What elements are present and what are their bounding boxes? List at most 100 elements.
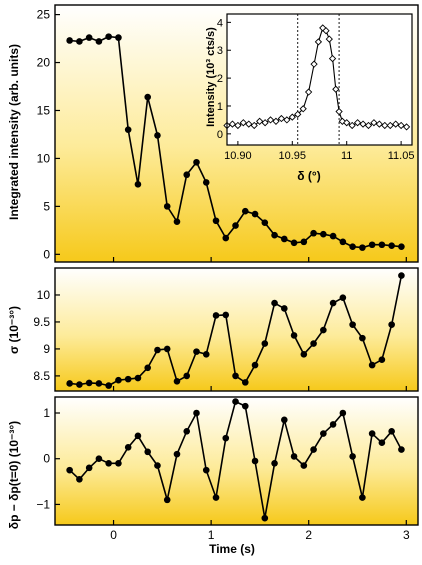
inset-ytick-label-3: 3 — [217, 45, 223, 57]
inset-point — [370, 119, 378, 127]
inset-ytick-label-1: 1 — [217, 101, 223, 113]
peak-shift-point — [212, 494, 220, 501]
sigma-point — [310, 340, 317, 347]
intensity-point — [105, 33, 112, 40]
peak-shift-panel: −1 0 1 0 1 2 3 — [36, 396, 419, 542]
peak-shift-point — [85, 464, 93, 472]
intensity-point — [329, 232, 337, 240]
sigma-point — [124, 375, 132, 383]
sigma-point — [378, 356, 386, 364]
peak-shift-point — [378, 439, 386, 447]
inset-point — [325, 35, 333, 43]
inset-point — [359, 120, 367, 128]
intensity-point — [310, 229, 317, 237]
intensity-ytick-label-0: 0 — [43, 247, 50, 261]
sigma-point — [251, 361, 259, 369]
peak-shift-ytick-label-1: 0 — [43, 452, 50, 466]
sigma-point — [76, 381, 83, 388]
sigma-point — [202, 351, 210, 358]
sigma-point — [300, 351, 308, 358]
inset-point — [402, 123, 411, 131]
peak-shift-point — [320, 430, 327, 437]
inset-y-axis-title: Intensity (10³ cts/s) — [205, 27, 217, 127]
inset-panel: 0 1 2 3 4 10.90 10.95 11 11.05 — [217, 13, 415, 162]
sigma-ytick-label-1: 9 — [43, 342, 50, 356]
peak-shift-point — [163, 496, 171, 504]
inset-point — [266, 116, 275, 124]
intensity-point — [232, 222, 239, 229]
intensity-point — [154, 132, 161, 139]
peak-shift-point — [368, 430, 376, 437]
intensity-point — [261, 219, 269, 226]
intensity-point — [183, 171, 191, 179]
sigma-point — [154, 346, 161, 354]
sigma-point — [134, 374, 142, 382]
inset-point — [288, 113, 296, 121]
intensity-point — [300, 238, 308, 246]
intensity-point — [95, 38, 103, 45]
intensity-ytick-label-4: 20 — [37, 56, 51, 70]
peak-shift-point — [388, 427, 395, 435]
peak-shift-point — [241, 402, 249, 410]
inset-xtick-label-1: 10.95 — [279, 150, 307, 162]
peak-shift-ytick-label-0: −1 — [36, 497, 50, 511]
intensity-ytick-label-1: 5 — [43, 199, 50, 213]
inset-point — [245, 120, 253, 128]
inset-point — [314, 38, 323, 46]
peak-shift-point — [339, 409, 347, 417]
inset-point — [332, 85, 340, 93]
inset-point — [392, 120, 400, 128]
inset-point — [228, 120, 237, 128]
sigma-point — [212, 312, 220, 319]
inset-x-axis-title: δ (°) — [297, 169, 320, 183]
peak-shift-point — [261, 514, 269, 522]
intensity-point — [193, 158, 200, 166]
intensity-point — [359, 244, 366, 251]
peak-shift-point — [66, 466, 73, 474]
intensity-point — [115, 34, 122, 41]
peak-shift-point — [232, 398, 239, 405]
inset-point — [234, 121, 242, 130]
intensity-point — [271, 231, 278, 239]
sigma-point — [115, 376, 122, 384]
peak-shift-point — [359, 494, 366, 501]
intensity-ytick-label-5: 25 — [37, 8, 51, 22]
inset-point — [239, 119, 247, 127]
sigma-ytick-label-0: 8.5 — [33, 369, 50, 383]
peak-shift-axis-title: δp − δp(t=0) (10⁻³°) — [7, 421, 21, 529]
peak-shift-point — [271, 459, 278, 467]
intensity-point — [290, 239, 298, 247]
intensity-point — [202, 179, 210, 186]
peak-shift-point — [398, 446, 405, 453]
sigma-point — [163, 345, 171, 353]
peak-shift-point — [251, 457, 259, 465]
intensity-point — [251, 210, 259, 218]
intensity-point — [388, 242, 395, 249]
inset-point — [381, 121, 389, 130]
inset-point — [364, 121, 373, 130]
intensity-point — [241, 207, 249, 215]
peak-shift-background — [55, 397, 418, 525]
intensity-point — [378, 241, 386, 249]
sigma-point — [232, 372, 239, 380]
sigma-background — [55, 268, 418, 391]
inset-point — [250, 121, 258, 130]
peak-shift-point — [183, 427, 191, 435]
peak-shift-point — [281, 416, 288, 424]
intensity-point — [76, 38, 83, 45]
inset-point — [335, 107, 343, 116]
intensity-axis-title: Integrated intensity (arb. units) — [7, 44, 21, 220]
inset-point — [277, 114, 286, 123]
intensity-point — [85, 34, 93, 41]
inset-point — [261, 119, 269, 127]
sigma-point — [261, 340, 269, 347]
peak-shift-point — [349, 453, 356, 460]
inset-xtick-label-3: 11.05 — [388, 150, 415, 162]
sigma-point — [105, 382, 112, 389]
time-xtick-label-1: 1 — [208, 528, 215, 542]
sigma-axis-title: σ (10⁻³°) — [7, 306, 21, 354]
sigma-frame — [54, 267, 419, 392]
sigma-point — [241, 379, 249, 386]
peak-shift-point — [329, 421, 337, 428]
